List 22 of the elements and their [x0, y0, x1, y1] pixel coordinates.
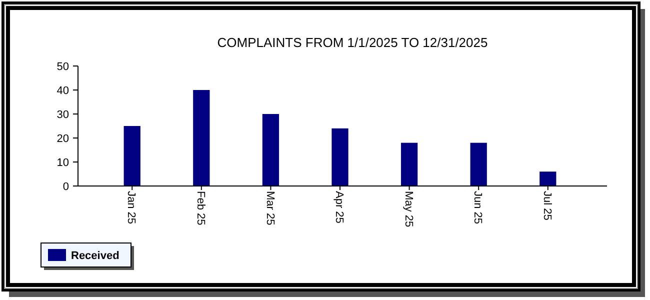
bar — [124, 126, 140, 186]
y-tick-label: 40 — [56, 84, 69, 97]
y-tick-label: 10 — [56, 156, 69, 169]
bar — [262, 114, 280, 186]
y-tick-label: 0 — [62, 180, 69, 193]
x-tick-label: Jan 25 — [125, 191, 138, 224]
y-tick-label: 50 — [56, 60, 69, 73]
bar — [332, 128, 348, 186]
x-tick-label: Apr 25 — [333, 191, 346, 224]
y-tick-label: 30 — [56, 108, 69, 121]
bar — [540, 172, 556, 186]
x-tick-label: Mar 25 — [264, 191, 276, 226]
legend-label: Received — [71, 250, 120, 262]
y-tick-label: 20 — [56, 132, 69, 145]
bar — [193, 90, 210, 186]
bar — [400, 142, 418, 186]
chart-title: COMPLAINTS FROM 1/1/2025 TO 12/31/2025 — [217, 35, 488, 50]
x-tick-label: Feb 25 — [194, 191, 207, 226]
x-tick-label: Jul 25 — [541, 191, 554, 220]
x-tick-label: May 25 — [402, 191, 414, 228]
bar — [470, 142, 487, 186]
x-tick-label: Jun 25 — [472, 191, 484, 224]
